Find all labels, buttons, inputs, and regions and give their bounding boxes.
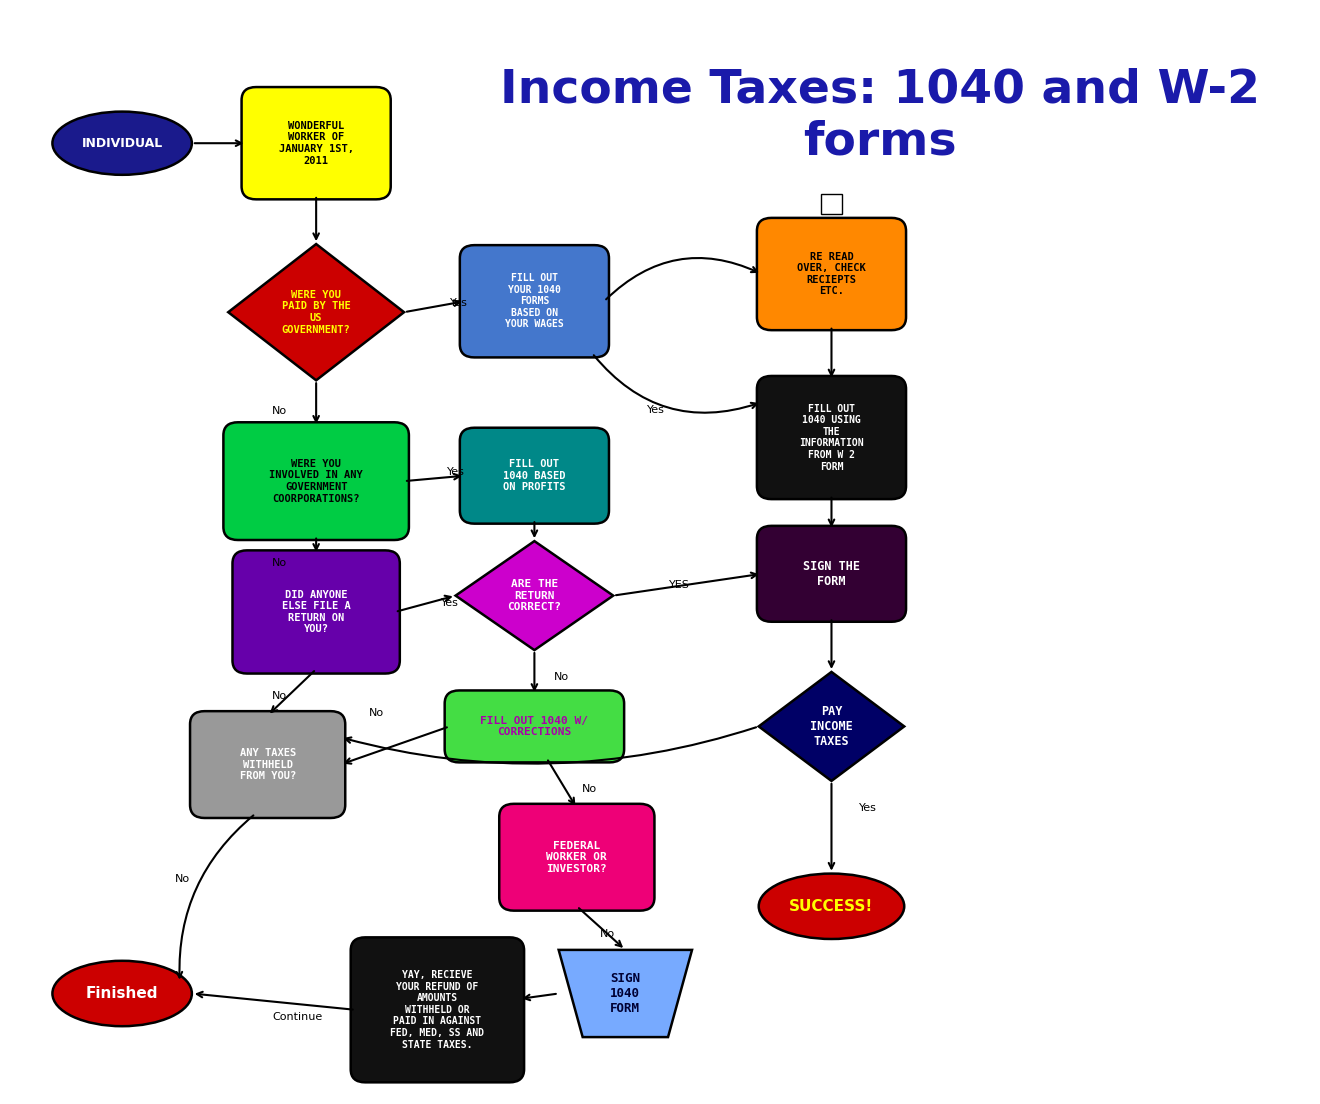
Text: Yes: Yes	[647, 405, 664, 415]
Text: Finished: Finished	[86, 986, 158, 1001]
Text: No: No	[581, 784, 597, 794]
Polygon shape	[821, 194, 842, 213]
Text: No: No	[176, 874, 190, 884]
Text: WONDERFUL
WORKER OF
JANUARY 1ST,
2011: WONDERFUL WORKER OF JANUARY 1ST, 2011	[279, 120, 354, 166]
Text: Continue: Continue	[273, 1012, 323, 1022]
Text: INDIVIDUAL: INDIVIDUAL	[82, 137, 162, 150]
FancyBboxPatch shape	[756, 217, 906, 330]
Text: SUCCESS!: SUCCESS!	[789, 899, 874, 914]
FancyBboxPatch shape	[232, 551, 400, 673]
Text: RE READ
OVER, CHECK
RECIEPTS
ETC.: RE READ OVER, CHECK RECIEPTS ETC.	[797, 252, 866, 296]
Text: No: No	[599, 928, 615, 938]
Text: Yes: Yes	[859, 804, 876, 814]
Text: SIGN
1040
FORM: SIGN 1040 FORM	[610, 972, 640, 1015]
FancyBboxPatch shape	[445, 690, 624, 763]
Text: FILL OUT
1040 BASED
ON PROFITS: FILL OUT 1040 BASED ON PROFITS	[503, 459, 566, 492]
Text: FEDERAL
WORKER OR
INVESTOR?: FEDERAL WORKER OR INVESTOR?	[546, 840, 607, 874]
Text: ARE THE
RETURN
CORRECT?: ARE THE RETURN CORRECT?	[507, 578, 561, 613]
FancyBboxPatch shape	[242, 87, 391, 200]
Text: WERE YOU
PAID BY THE
US
GOVERNMENT?: WERE YOU PAID BY THE US GOVERNMENT?	[281, 289, 351, 335]
Text: Yes: Yes	[447, 467, 465, 477]
Text: YES: YES	[669, 580, 690, 590]
FancyBboxPatch shape	[351, 937, 524, 1082]
FancyBboxPatch shape	[223, 422, 409, 540]
Text: No: No	[272, 558, 288, 567]
FancyBboxPatch shape	[459, 427, 609, 523]
Text: No: No	[370, 709, 384, 719]
FancyBboxPatch shape	[459, 245, 609, 358]
Text: No: No	[553, 672, 569, 682]
FancyBboxPatch shape	[190, 711, 346, 818]
Ellipse shape	[759, 873, 904, 940]
Ellipse shape	[53, 112, 191, 174]
Text: Yes: Yes	[450, 298, 467, 308]
Ellipse shape	[53, 960, 191, 1027]
Polygon shape	[558, 949, 692, 1037]
Polygon shape	[228, 244, 404, 380]
Text: PAY
INCOME
TAXES: PAY INCOME TAXES	[810, 705, 853, 747]
Text: No: No	[272, 406, 288, 416]
Text: WERE YOU
INVOLVED IN ANY
GOVERNMENT
COORPORATIONS?: WERE YOU INVOLVED IN ANY GOVERNMENT COOR…	[269, 459, 363, 503]
Text: DID ANYONE
ELSE FILE A
RETURN ON
YOU?: DID ANYONE ELSE FILE A RETURN ON YOU?	[281, 590, 351, 635]
Text: SIGN THE
FORM: SIGN THE FORM	[803, 560, 859, 587]
Text: FILL OUT
YOUR 1040
FORMS
BASED ON
YOUR WAGES: FILL OUT YOUR 1040 FORMS BASED ON YOUR W…	[506, 273, 564, 329]
Text: FILL OUT 1040 W/
CORRECTIONS: FILL OUT 1040 W/ CORRECTIONS	[480, 715, 589, 737]
Polygon shape	[759, 672, 904, 781]
Text: ANY TAXES
WITHHELD
FROM YOU?: ANY TAXES WITHHELD FROM YOU?	[239, 749, 296, 782]
Text: FILL OUT
1040 USING
THE
INFORMATION
FROM W 2
FORM: FILL OUT 1040 USING THE INFORMATION FROM…	[799, 404, 863, 471]
Text: YAY, RECIEVE
YOUR REFUND OF
AMOUNTS
WITHHELD OR
PAID IN AGAINST
FED, MED, SS AND: YAY, RECIEVE YOUR REFUND OF AMOUNTS WITH…	[391, 970, 484, 1050]
FancyBboxPatch shape	[756, 376, 906, 499]
FancyBboxPatch shape	[499, 804, 655, 911]
Text: Income Taxes: 1040 and W-2
forms: Income Taxes: 1040 and W-2 forms	[500, 67, 1261, 164]
Polygon shape	[455, 541, 614, 650]
Text: No: No	[272, 691, 288, 701]
FancyBboxPatch shape	[756, 526, 906, 622]
Text: Yes: Yes	[441, 598, 458, 608]
